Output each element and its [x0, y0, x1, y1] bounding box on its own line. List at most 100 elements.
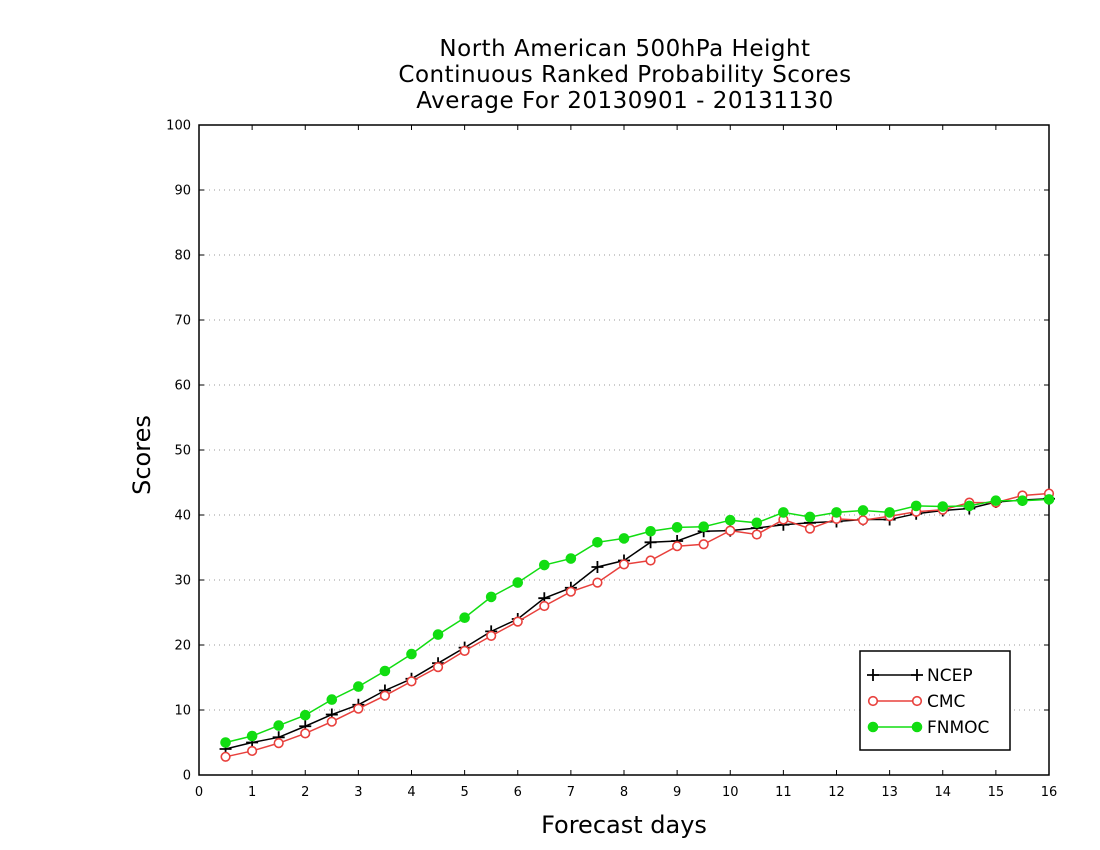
data-point-fnmoc [724, 514, 736, 526]
legend: NCEP CMC FNMOC [859, 650, 1011, 751]
chart-title-line-1: North American 500hPa Height [439, 36, 811, 62]
data-point-cmc [592, 577, 603, 588]
data-point-fnmoc [406, 648, 417, 660]
legend-marker-ncep [911, 669, 923, 681]
data-point-fnmoc [857, 505, 869, 516]
legend-marker-fnmoc [911, 721, 923, 733]
data-point-cmc [326, 716, 337, 727]
data-point-cmc [751, 529, 762, 540]
x-tick-label: 2 [301, 785, 309, 800]
y-tick-label: 80 [174, 249, 191, 264]
x-tick-label: 5 [460, 785, 468, 800]
data-point-fnmoc [964, 500, 975, 512]
y-tick-label: 100 [166, 119, 191, 134]
chart-title-line-3: Average For 20130901 - 20131130 [416, 88, 834, 114]
grid-lines [199, 124, 1049, 711]
x-tick-label: 4 [407, 785, 415, 800]
data-point-cmc [379, 690, 391, 701]
series-fnmoc [220, 494, 1055, 748]
data-point-cmc [432, 661, 444, 673]
data-point-cmc [539, 600, 550, 612]
data-point-cmc [353, 703, 364, 714]
series-layer [219, 488, 1055, 762]
legend-marker-fnmoc [867, 721, 879, 733]
x-tick-label: 7 [567, 785, 575, 800]
legend-label-cmc: CMC [927, 692, 965, 712]
data-point-cmc [486, 630, 497, 642]
x-tick-label: 6 [514, 785, 522, 800]
legend-marker-cmc [911, 695, 923, 707]
data-point-fnmoc [1017, 495, 1028, 507]
y-tick-label: 40 [174, 509, 191, 524]
data-point-fnmoc [592, 537, 603, 548]
x-tick-label: 8 [620, 785, 628, 800]
data-point-cmc [672, 541, 683, 552]
data-point-fnmoc [299, 709, 311, 721]
data-point-fnmoc [645, 525, 656, 537]
data-point-fnmoc [326, 694, 338, 705]
data-point-cmc [220, 751, 231, 762]
data-point-cmc [512, 616, 523, 627]
x-tick-label: 12 [828, 785, 845, 800]
data-point-fnmoc [379, 665, 391, 677]
x-tick-label: 14 [934, 785, 951, 800]
data-point-cmc [300, 728, 311, 739]
data-point-fnmoc [910, 500, 922, 512]
data-point-ncep [644, 536, 657, 549]
data-point-cmc [725, 525, 736, 536]
data-point-fnmoc [831, 507, 842, 518]
data-point-fnmoc [990, 495, 1002, 507]
data-point-cmc [645, 555, 656, 566]
data-point-fnmoc [751, 517, 763, 529]
legend-marker-cmc [867, 695, 879, 707]
legend-label-fnmoc: FNMOC [927, 718, 989, 738]
data-point-fnmoc [671, 522, 683, 533]
data-point-cmc [406, 676, 417, 687]
data-point-cmc [247, 745, 258, 757]
data-point-fnmoc [884, 507, 895, 518]
data-point-cmc [698, 539, 709, 550]
data-point-cmc [618, 559, 630, 570]
data-point-fnmoc [698, 521, 709, 533]
x-tick-label: 16 [1041, 785, 1058, 800]
data-point-fnmoc [618, 533, 630, 544]
y-axis-title: Scores [128, 415, 156, 495]
x-axis-title: Forecast days [541, 811, 707, 839]
chart-title-line-2: Continuous Ranked Probability Scores [398, 62, 852, 88]
data-point-fnmoc [937, 501, 949, 512]
y-tick-label: 30 [174, 574, 191, 589]
x-tick-label: 1 [248, 785, 256, 800]
data-point-cmc [565, 586, 576, 597]
y-tick-label: 20 [174, 639, 191, 654]
x-tick-label: 11 [775, 785, 792, 800]
data-point-fnmoc [804, 511, 816, 523]
data-point-fnmoc [246, 730, 258, 742]
data-point-fnmoc [432, 629, 444, 640]
y-tick-label: 90 [174, 184, 191, 199]
x-tick-label: 15 [988, 785, 1005, 800]
data-point-fnmoc [459, 612, 470, 624]
x-tick-label: 10 [722, 785, 739, 800]
y-tick-label: 0 [183, 769, 191, 784]
x-tick-label: 0 [195, 785, 203, 800]
legend-marker-ncep [867, 669, 879, 681]
data-point-fnmoc [485, 591, 497, 603]
x-tick-label: 3 [354, 785, 362, 800]
data-point-fnmoc [220, 737, 231, 748]
data-point-fnmoc [539, 559, 550, 571]
y-tick-label: 10 [174, 704, 191, 719]
data-point-fnmoc [565, 553, 577, 564]
data-point-cmc [273, 738, 284, 749]
x-tick-label: 13 [881, 785, 898, 800]
legend-label-ncep: NCEP [927, 666, 973, 686]
data-point-fnmoc [512, 577, 524, 588]
data-point-fnmoc [778, 507, 789, 518]
data-point-cmc [804, 523, 816, 534]
y-tick-label: 60 [174, 379, 191, 394]
data-point-fnmoc [273, 720, 284, 731]
data-point-ncep [591, 561, 604, 573]
series-line-ncep [225, 498, 1050, 750]
data-point-fnmoc [353, 681, 364, 692]
